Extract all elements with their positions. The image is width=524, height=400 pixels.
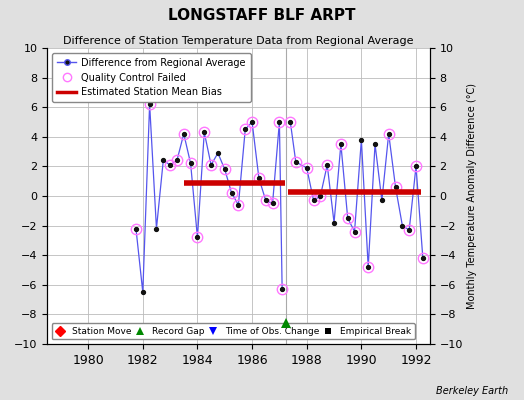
Text: Berkeley Earth: Berkeley Earth [436, 386, 508, 396]
Y-axis label: Monthly Temperature Anomaly Difference (°C): Monthly Temperature Anomaly Difference (… [467, 83, 477, 309]
Legend: Station Move, Record Gap, Time of Obs. Change, Empirical Break: Station Move, Record Gap, Time of Obs. C… [52, 323, 415, 340]
Title: Difference of Station Temperature Data from Regional Average: Difference of Station Temperature Data f… [63, 36, 413, 46]
Text: LONGSTAFF BLF ARPT: LONGSTAFF BLF ARPT [168, 8, 356, 23]
